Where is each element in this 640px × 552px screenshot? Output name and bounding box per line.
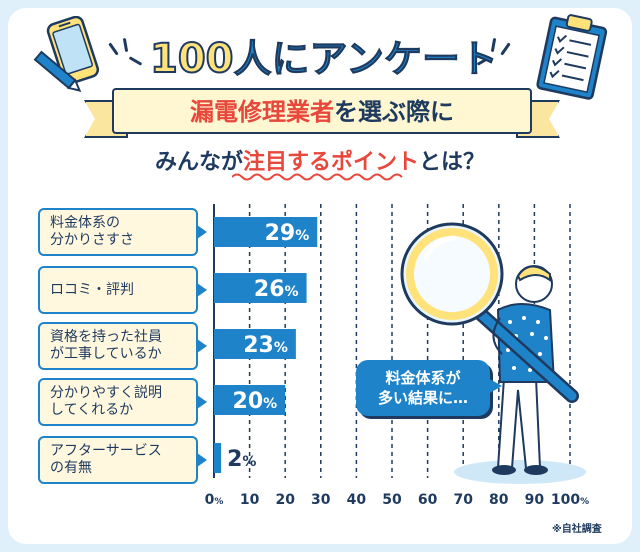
x-tick-label-4: 40: [347, 492, 367, 508]
subtitle2-highlight: 注目するポイント: [242, 150, 419, 175]
bar-1: [214, 273, 307, 303]
category-label-0: 料金体系の 分かりさすさ: [38, 208, 198, 256]
subtitle-line-2: みんなが注目するポイントとは？: [100, 144, 540, 176]
category-label-4: アフターサービス の有無: [38, 436, 198, 484]
x-tick-label-5: 50: [382, 492, 402, 508]
category-text-2: 資格を持った社員 が工事しているか: [50, 329, 162, 362]
clipboard-icon: [536, 14, 608, 100]
subtitle-rest: を選ぶ際に: [334, 98, 454, 126]
chart-x-ticks: 0% 10 20 30 40 50 60 70 80 90 100%: [205, 492, 590, 508]
category-arrow-2: [197, 339, 207, 353]
category-text-1: ロコミ・評判: [50, 281, 134, 298]
bubble-line-1: 料金体系が: [385, 369, 461, 387]
bar-value-label-0: 29%: [265, 221, 310, 246]
x-tick-label-8: 80: [489, 492, 509, 508]
x-tick-label-1: 10: [240, 492, 260, 508]
bubble-line-2: 多い結果に…: [377, 389, 468, 407]
category-label-1: ロコミ・評判: [38, 266, 198, 314]
x-tick-label-10: 100%: [551, 492, 589, 508]
x-tick-label-6: 60: [418, 492, 438, 508]
category-arrow-3: [197, 395, 207, 409]
category-label-3: 分かりやすく説明 してくれるか: [38, 378, 198, 426]
person-magnifier-illustration: [400, 222, 586, 484]
category-arrow-1: [197, 283, 207, 297]
phone-pencil-icon: [33, 16, 100, 92]
title-main: 100人にアンケート: [149, 28, 498, 83]
x-tick-label-7: 70: [453, 492, 473, 508]
bar-value-label-4: 2%: [227, 447, 256, 472]
x-tick-label-3: 30: [311, 492, 331, 508]
x-tick-label-2: 20: [275, 492, 295, 508]
bar-3: [214, 385, 286, 415]
subtitle2-pre: みんなが: [154, 150, 243, 175]
subtitle2-post: とは？: [419, 150, 486, 175]
subtitle-line-1: 漏電修理業者を選ぶ際に: [112, 92, 532, 127]
subtitle-highlight: 漏電修理業者: [190, 98, 334, 126]
x-tick-label-9: 90: [525, 492, 545, 508]
title-number: 100: [149, 35, 234, 83]
footnote: ※自社調査: [552, 524, 602, 535]
bar-4: [214, 443, 222, 473]
category-text-0: 料金体系の 分かりさすさ: [50, 215, 134, 248]
bar-0: [214, 217, 318, 247]
title-text: 人にアンケート: [233, 37, 498, 82]
x-tick-label-0: 0%: [205, 492, 224, 508]
category-text-4: アフターサービス の有無: [50, 443, 162, 476]
highlight-wave-underline: [232, 173, 403, 181]
category-arrow-4: [197, 453, 207, 467]
subtitle-ribbon: [112, 88, 532, 134]
category-text-3: 分かりやすく説明 してくれるか: [50, 385, 162, 418]
category-arrow-0: [197, 225, 207, 239]
speech-bubble: 料金体系が 多い結果に…: [356, 360, 490, 416]
bar-2: [214, 329, 296, 359]
chart-bars: 29%26%23%20%2%: [214, 217, 318, 473]
